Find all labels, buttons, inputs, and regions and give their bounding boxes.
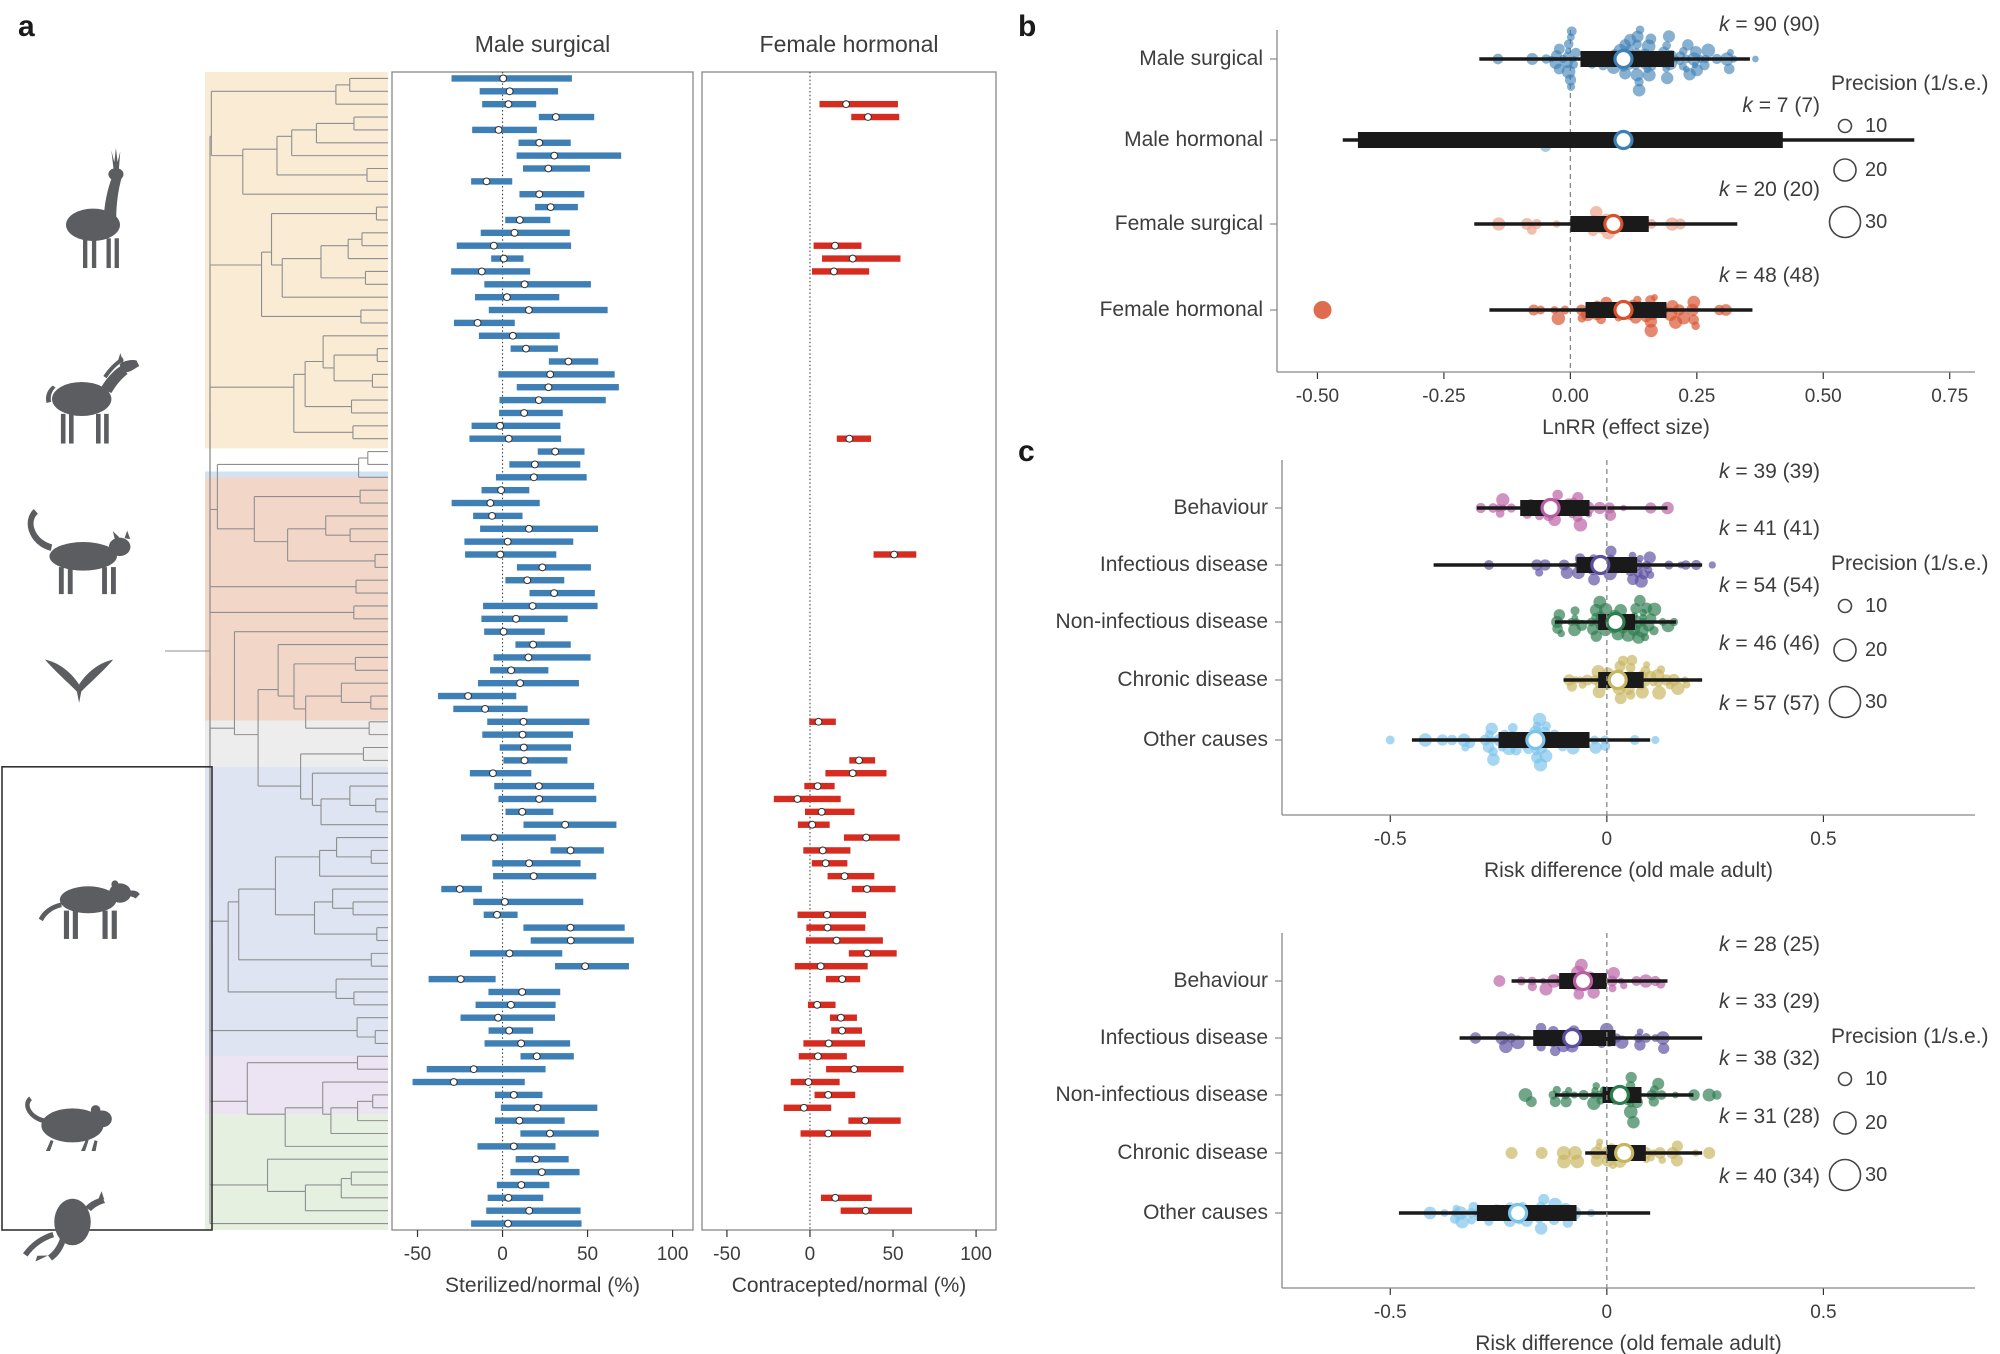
svg-text:k = 28 (25): k = 28 (25)	[1719, 933, 1820, 956]
svg-text:0.5: 0.5	[1810, 829, 1836, 850]
svg-text:20: 20	[1865, 639, 1887, 661]
svg-text:10: 10	[1865, 595, 1887, 617]
svg-text:k = 41 (41): k = 41 (41)	[1719, 517, 1820, 540]
svg-text:k = 57 (57): k = 57 (57)	[1719, 692, 1820, 715]
svg-text:Chronic disease: Chronic disease	[1117, 668, 1268, 691]
svg-text:Precision (1/s.e.): Precision (1/s.e.)	[1831, 1025, 1989, 1048]
svg-text:k = 33 (29): k = 33 (29)	[1719, 990, 1820, 1013]
svg-text:Non-infectious disease: Non-infectious disease	[1056, 1083, 1268, 1106]
svg-text:0: 0	[1602, 829, 1613, 850]
svg-text:Precision (1/s.e.): Precision (1/s.e.)	[1831, 552, 1989, 575]
svg-text:Behaviour: Behaviour	[1173, 496, 1268, 519]
svg-text:k = 31 (28): k = 31 (28)	[1719, 1105, 1820, 1128]
svg-text:Behaviour: Behaviour	[1173, 969, 1268, 992]
svg-text:-0.5: -0.5	[1374, 829, 1407, 850]
svg-text:30: 30	[1865, 1164, 1887, 1186]
svg-text:0.5: 0.5	[1810, 1302, 1836, 1323]
svg-text:k = 38 (32): k = 38 (32)	[1719, 1047, 1820, 1070]
svg-text:Infectious disease: Infectious disease	[1100, 1026, 1268, 1049]
svg-text:20: 20	[1865, 1112, 1887, 1134]
svg-text:Risk difference (old male adul: Risk difference (old male adult)	[1484, 859, 1773, 882]
svg-text:Other causes: Other causes	[1143, 1201, 1268, 1224]
svg-text:k = 46 (46): k = 46 (46)	[1719, 632, 1820, 655]
svg-text:Chronic disease: Chronic disease	[1117, 1141, 1268, 1164]
svg-text:30: 30	[1865, 691, 1887, 713]
svg-text:k = 54 (54): k = 54 (54)	[1719, 574, 1820, 597]
svg-text:Risk difference (old female ad: Risk difference (old female adult)	[1475, 1332, 1782, 1354]
svg-text:Non-infectious disease: Non-infectious disease	[1056, 610, 1268, 633]
svg-text:-0.5: -0.5	[1374, 1302, 1407, 1323]
svg-text:k = 40 (34): k = 40 (34)	[1719, 1165, 1820, 1188]
svg-text:10: 10	[1865, 1068, 1887, 1090]
svg-text:Infectious disease: Infectious disease	[1100, 553, 1268, 576]
svg-text:0: 0	[1602, 1302, 1613, 1323]
svg-text:k = 39 (39): k = 39 (39)	[1719, 460, 1820, 483]
svg-text:Other causes: Other causes	[1143, 728, 1268, 751]
